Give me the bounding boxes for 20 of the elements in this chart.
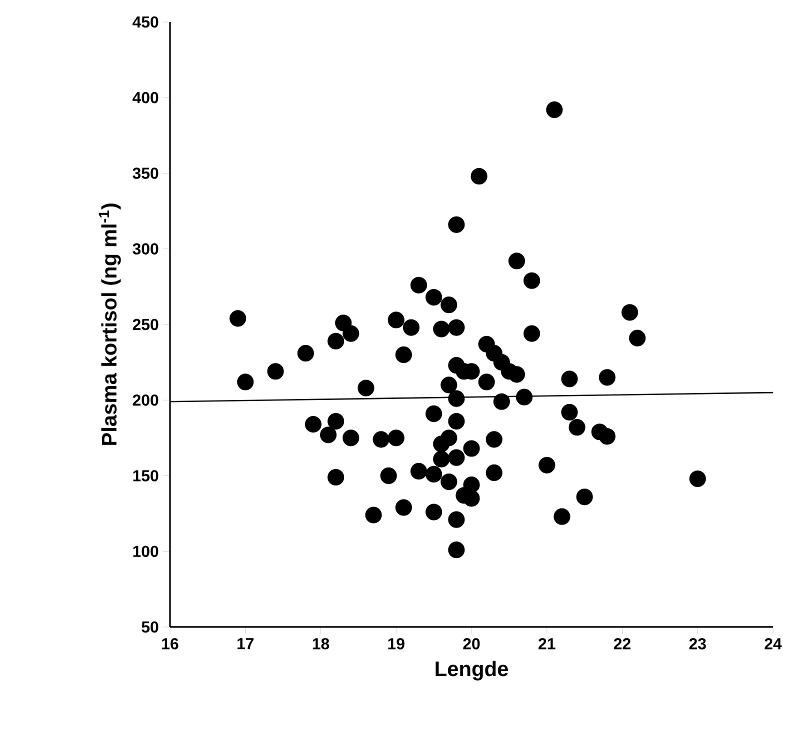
x-tick-label: 22: [614, 638, 630, 650]
y-tick-label: 350: [132, 168, 158, 179]
y-tick-label: 300: [132, 243, 158, 255]
y-axis-title: Plasma kortisol (ng ml$^{-1}$): [98, 204, 121, 445]
x-tick-label: 21: [538, 638, 556, 650]
y-tick-label: 200: [132, 394, 158, 406]
x-tick-label: 24: [764, 638, 782, 650]
y-tick-label: 150: [133, 470, 158, 482]
y-tick-label: 50: [142, 621, 158, 633]
x-tick-label: 18: [312, 638, 330, 650]
y-tick-label: 100: [133, 546, 158, 558]
y-tick-label: 250: [132, 318, 158, 330]
y-tick-label: 400: [132, 92, 158, 104]
x-tick-label: 19: [388, 638, 404, 650]
x-axis-title: Lengde: [436, 660, 508, 680]
x-tick-label: 16: [162, 638, 178, 650]
x-tick-label: 20: [463, 638, 480, 650]
x-tick-label: 23: [689, 638, 706, 650]
x-tick-label: 17: [238, 638, 254, 650]
y-tick-label: 450: [132, 16, 158, 28]
